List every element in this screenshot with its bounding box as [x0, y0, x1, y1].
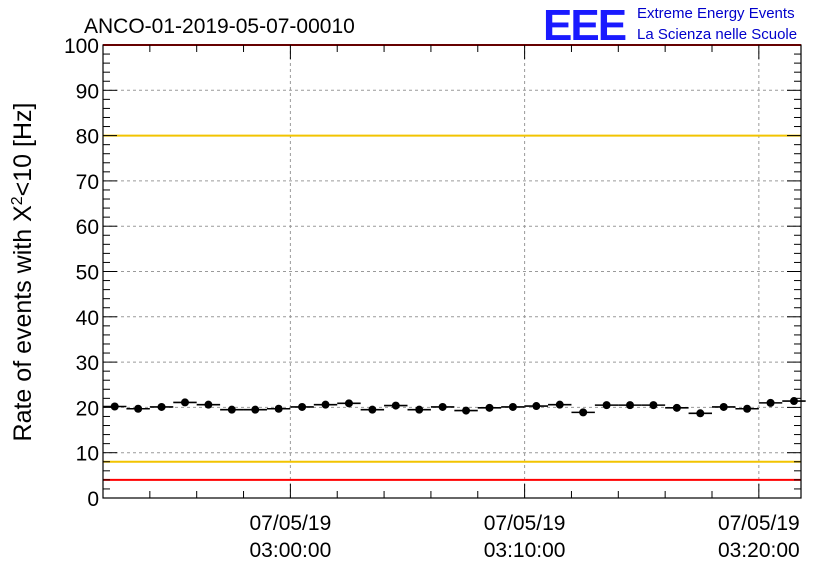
data-point — [227, 405, 236, 414]
data-point — [649, 401, 658, 410]
y-tick-label: 100 — [64, 35, 99, 58]
data-point — [766, 398, 775, 407]
y-tick-label: 40 — [76, 307, 99, 330]
x-tick-label-time: 03:20:00 — [718, 539, 800, 562]
y-tick-label: 30 — [76, 352, 99, 375]
y-tick-label: 80 — [76, 126, 99, 149]
chart-title: ANCO-01-2019-05-07-00010 — [84, 15, 355, 38]
y-tick-label: 0 — [87, 488, 99, 511]
data-point — [555, 400, 564, 409]
data-point — [743, 404, 752, 413]
data-point — [602, 401, 611, 410]
data-point — [204, 400, 213, 409]
data-point — [298, 402, 307, 411]
y-tick-label: 70 — [76, 171, 99, 194]
y-tick-label: 20 — [76, 397, 99, 420]
data-point — [696, 409, 705, 418]
data-points — [103, 397, 806, 418]
logo-letters: EEE — [543, 1, 626, 50]
data-point — [134, 404, 143, 413]
data-point — [438, 402, 447, 411]
data-point — [415, 405, 424, 414]
y-axis-label: Rate of events with X2<10 [Hz] — [9, 103, 37, 442]
y-tick-label: 90 — [76, 80, 99, 103]
data-point — [485, 403, 494, 412]
data-point — [110, 402, 119, 411]
logo-line2: La Scienza nelle Scuole — [637, 26, 797, 43]
logo-line1: Extreme Energy Events — [637, 5, 795, 22]
data-point — [274, 404, 283, 413]
y-tick-label: 50 — [76, 262, 99, 285]
data-point — [579, 408, 588, 417]
data-point — [391, 401, 400, 410]
data-point — [368, 405, 377, 414]
data-point — [672, 403, 681, 412]
x-tick-label-date: 07/05/19 — [718, 512, 800, 535]
grid — [103, 45, 801, 498]
data-point — [251, 405, 260, 414]
x-tick-label-date: 07/05/19 — [484, 512, 566, 535]
data-point — [532, 402, 541, 411]
reference-lines — [103, 44, 801, 481]
data-point — [157, 402, 166, 411]
data-point — [321, 400, 330, 409]
data-point — [508, 402, 517, 411]
data-point — [462, 406, 471, 415]
y-axis-label-main: Rate of events with X — [9, 205, 37, 442]
y-tick-label: 60 — [76, 216, 99, 239]
axes: 0 10 20 30 40 50 60 70 80 90 100 07/05/19 03:00:00 07… — [64, 35, 802, 562]
data-point — [719, 402, 728, 411]
x-tick-label-time: 03:00:00 — [250, 539, 332, 562]
eee-logo: EEE Extreme Energy Events La Scienza nel… — [543, 1, 797, 50]
data-point — [789, 397, 798, 406]
y-axis-label-sup: 2 — [9, 196, 26, 205]
x-tick-label-time: 03:10:00 — [484, 539, 566, 562]
y-tick-label: 10 — [76, 443, 99, 466]
data-point — [626, 401, 635, 410]
data-point — [180, 398, 189, 407]
x-tick-label-date: 07/05/19 — [250, 512, 332, 535]
data-point — [344, 399, 353, 408]
y-axis-label-rest: <10 [Hz] — [9, 103, 37, 197]
